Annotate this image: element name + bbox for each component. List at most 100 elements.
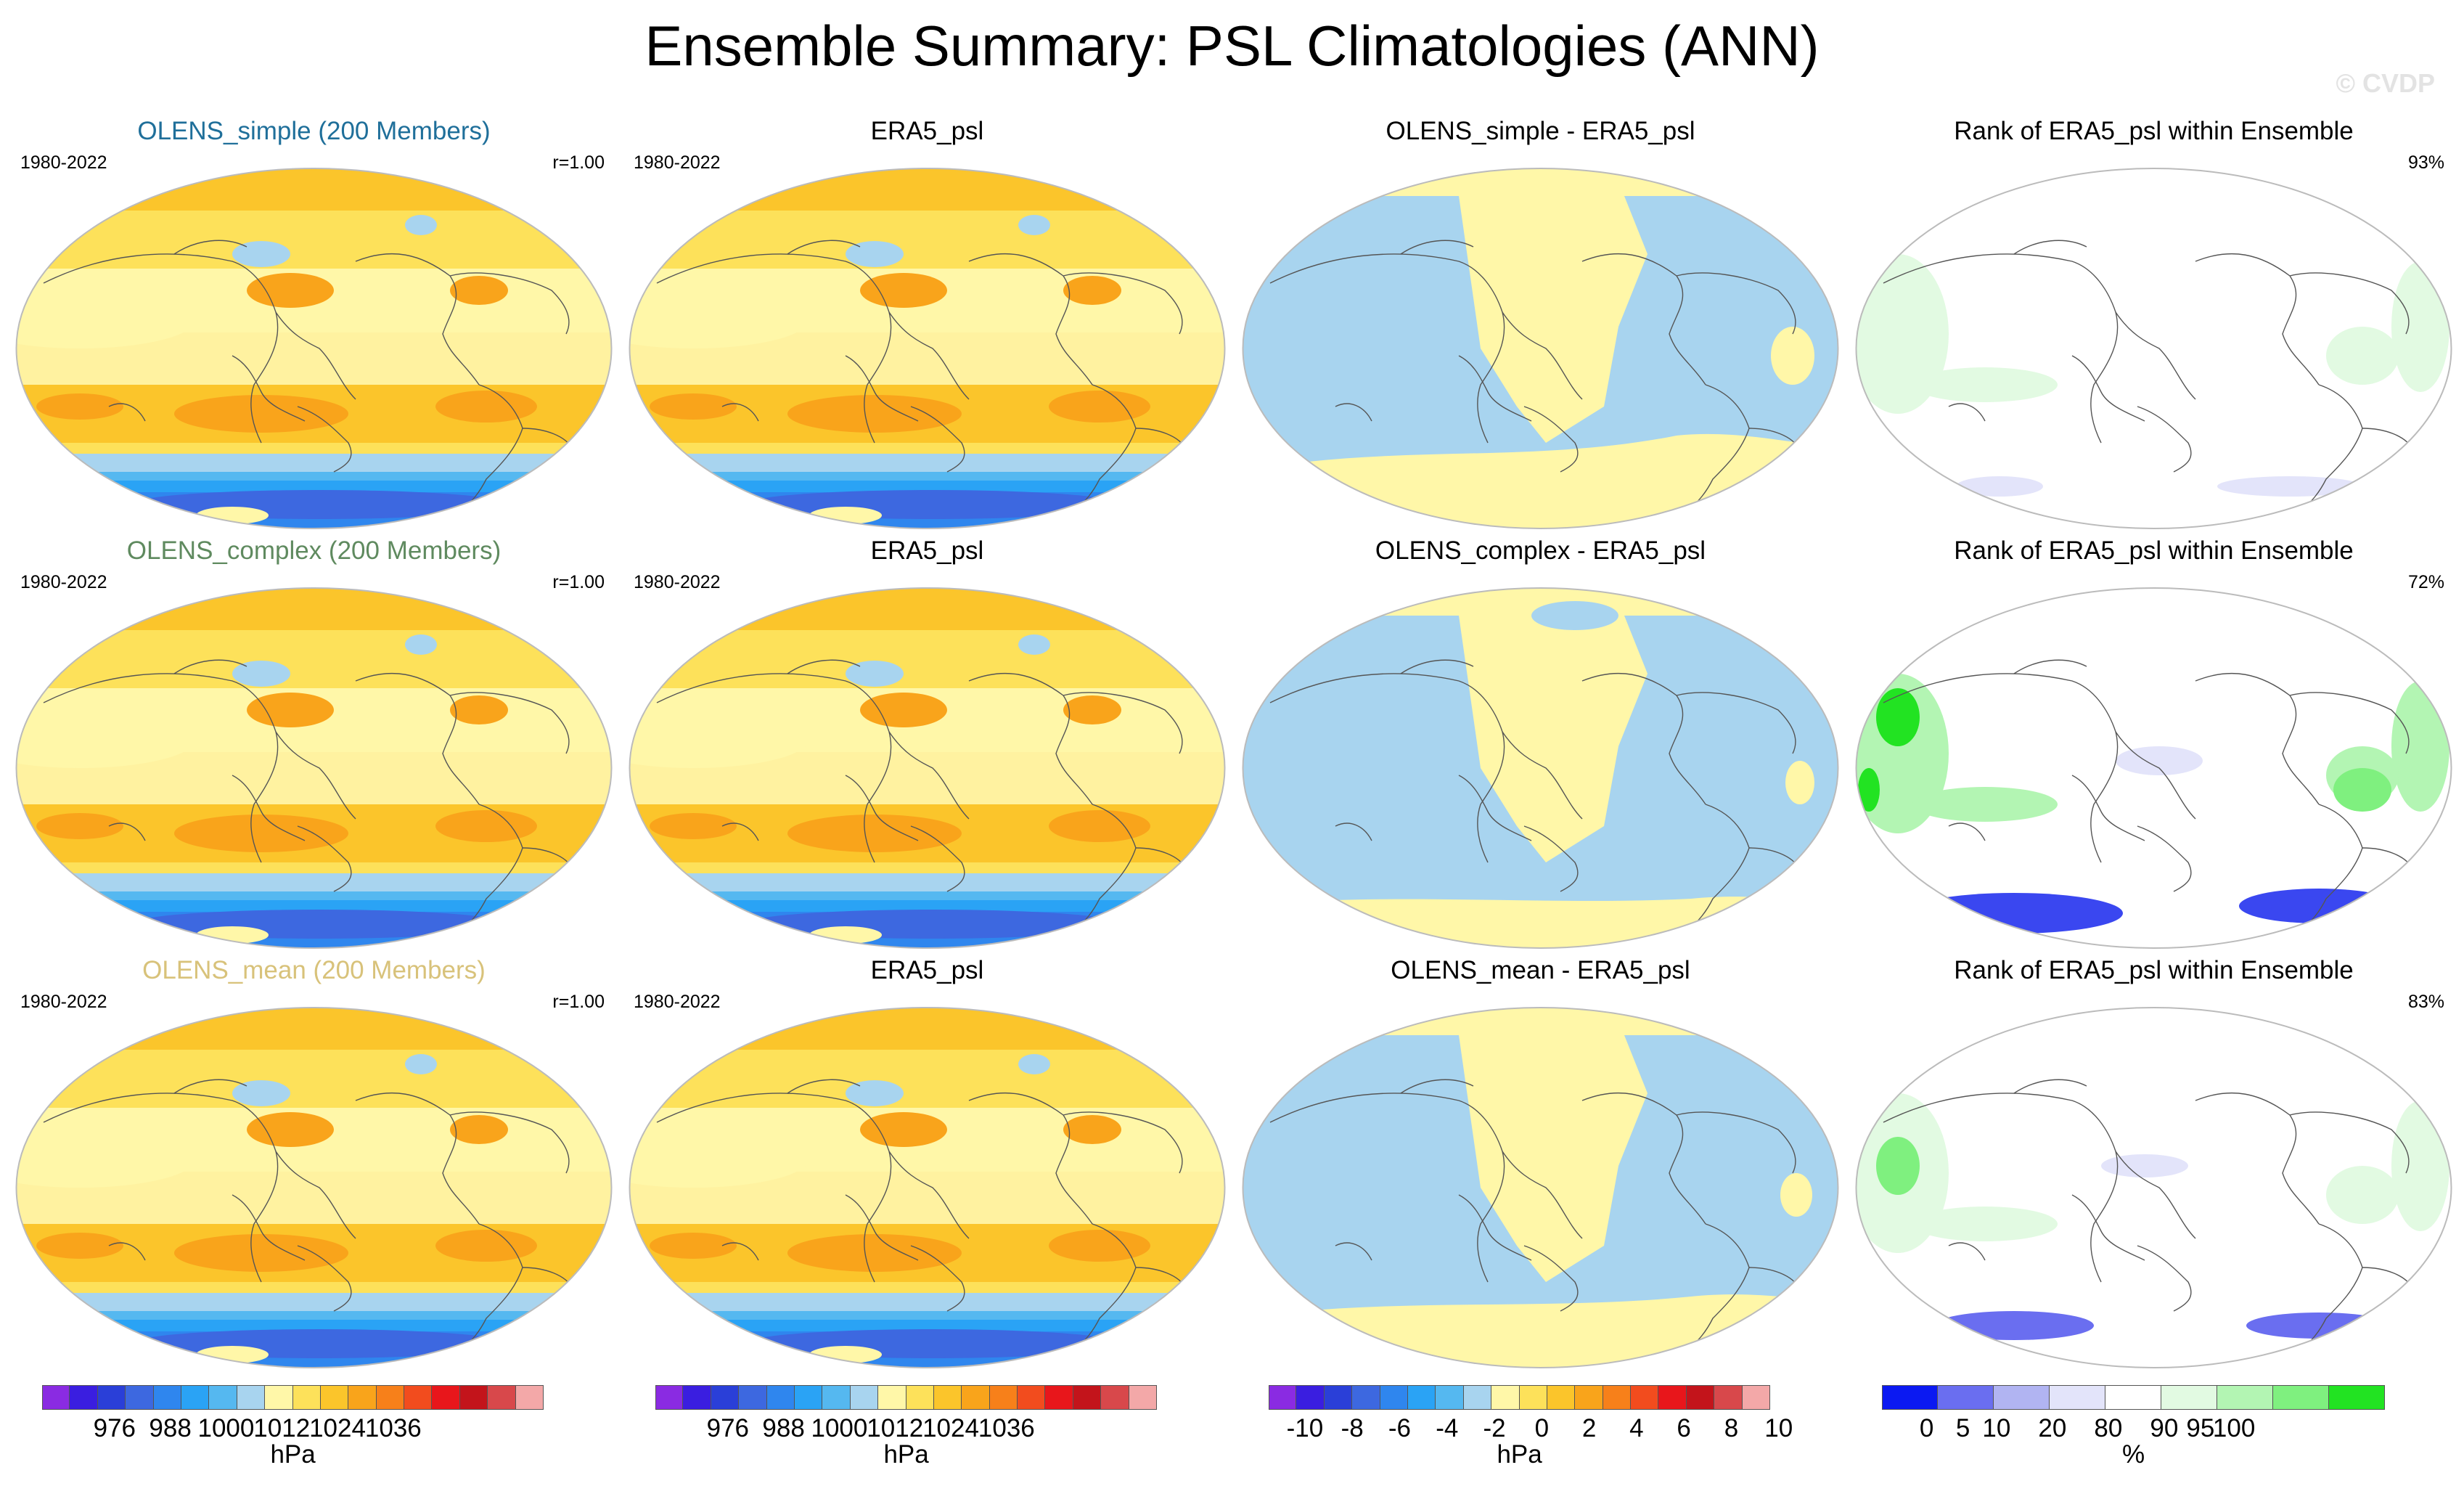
- coastline: [1948, 403, 1986, 422]
- colorbar-tick-label: 10: [1764, 1414, 1793, 1442]
- map-panel-ens: OLENS_complex (200 Members) 1980-2022 r=1.…: [7, 536, 621, 949]
- coastline: [449, 272, 570, 335]
- colorbar-tick-label: 1036: [978, 1414, 1035, 1442]
- colorbar-swatch: [655, 1385, 684, 1410]
- colorbar-swatch: [459, 1385, 488, 1410]
- map-panel-ens: OLENS_mean (200 Members) 1980-2022 r=1.00: [7, 955, 621, 1368]
- colorbar-tick-label: 1000: [197, 1414, 255, 1442]
- coastline: [910, 406, 965, 473]
- map-panel-diff: OLENS_simple - ERA5_psl: [1234, 116, 1847, 529]
- world-map: [15, 168, 613, 529]
- colorbar-tick-label: -10: [1286, 1414, 1324, 1442]
- coastline: [1883, 1093, 2119, 1283]
- panel-title: OLENS_complex (200 Members): [126, 536, 502, 565]
- colorbar-swatch: [766, 1385, 795, 1410]
- coastline: [2304, 804, 2363, 928]
- colorbar-tick-label: 10: [1982, 1414, 2011, 1442]
- coastline: [1502, 311, 1583, 400]
- world-map: [629, 1007, 1226, 1368]
- coastline: [43, 673, 279, 863]
- colorbar-swatch: [1045, 1385, 1073, 1410]
- colorbar-swatch: [1658, 1385, 1687, 1410]
- coastline: [2304, 384, 2363, 509]
- coastline: [275, 1151, 356, 1239]
- coastline: [1581, 672, 1706, 805]
- coastline: [910, 825, 965, 892]
- coastline: [845, 355, 919, 422]
- colorbar-swatch: [1352, 1385, 1380, 1410]
- map-panel-obs: ERA5_psl 1980-2022: [621, 536, 1234, 949]
- coastline: [1676, 692, 1796, 754]
- coastline: [1690, 384, 1750, 509]
- coastline: [275, 731, 356, 820]
- colorbar-swatch: [1324, 1385, 1353, 1410]
- coastline: [1063, 272, 1183, 335]
- colorbar-rank: 0 5 10 20 80 90 95 100%: [1882, 1385, 2448, 1472]
- world-map: [1242, 587, 1839, 949]
- coastline: [2013, 240, 2087, 255]
- panel-title: OLENS_simple - ERA5_psl: [1386, 117, 1695, 145]
- coastline: [1502, 1151, 1583, 1239]
- coastline: [464, 384, 523, 509]
- world-map: [1242, 168, 1839, 529]
- coastline: [2071, 1194, 2145, 1261]
- coastline: [2115, 311, 2196, 400]
- colorbar-tick-label: 988: [762, 1414, 805, 1442]
- colorbar-swatch: [404, 1385, 433, 1410]
- coastline: [355, 672, 480, 805]
- colorbar-swatch: [1436, 1385, 1464, 1410]
- coastline: [1269, 673, 1505, 863]
- coastline: [355, 253, 480, 385]
- coastline: [2137, 406, 2192, 473]
- coastline: [2289, 692, 2410, 754]
- coastline: [1883, 253, 2119, 444]
- colorbar-swatch: [348, 1385, 377, 1410]
- colorbar-swatch: [488, 1385, 516, 1410]
- coastline: [968, 253, 1093, 385]
- coastline: [2137, 825, 2192, 892]
- coastline: [2071, 355, 2145, 422]
- colorbar-swatch: [1407, 1385, 1436, 1410]
- coastline: [297, 1245, 352, 1312]
- coastline: [845, 1194, 919, 1261]
- colorbar-swatch: [237, 1385, 266, 1410]
- colorbar-swatch: [1101, 1385, 1129, 1410]
- colorbar-swatch: [2217, 1385, 2273, 1410]
- coastline: [1948, 822, 1986, 841]
- coastline: [1063, 1111, 1183, 1174]
- colorbar-swatch: [1380, 1385, 1408, 1410]
- panel-title: Rank of ERA5_psl within Ensemble: [1954, 117, 2354, 145]
- coastline: [2195, 1092, 2320, 1225]
- coastline: [464, 1223, 523, 1348]
- coastline: [2195, 672, 2320, 805]
- colorbar-swatch: [1073, 1385, 1102, 1410]
- colorbar-tick-label: 20: [2038, 1414, 2067, 1442]
- colorbar-swatches: [42, 1385, 544, 1410]
- colorbar-unit-label: %: [2121, 1440, 2145, 1469]
- colorbar-tick-label: 1024: [309, 1414, 366, 1442]
- colorbar-swatches: [1882, 1385, 2385, 1410]
- coastline: [1458, 775, 1532, 841]
- colorbar-swatch: [209, 1385, 237, 1410]
- coastline: [1335, 403, 1372, 422]
- coastline: [297, 406, 352, 473]
- coastline: [787, 659, 861, 674]
- coastline: [449, 692, 570, 754]
- colorbar-swatch: [2050, 1385, 2105, 1410]
- colorbar-tick-label: 4: [1629, 1414, 1644, 1442]
- coastline: [108, 403, 146, 422]
- colorbar-tick-label: 976: [93, 1414, 136, 1442]
- map-panel-rank: Rank of ERA5_psl within Ensemble 83%: [1847, 955, 2460, 1368]
- colorbar-unit-label: hPa: [883, 1440, 929, 1469]
- colorbar-swatch: [1882, 1385, 1938, 1410]
- colorbar-tick-label: 80: [2094, 1414, 2123, 1442]
- coastline: [1063, 692, 1183, 754]
- coastline: [355, 1092, 480, 1225]
- coastline: [1676, 1111, 1796, 1174]
- coastline: [173, 240, 247, 255]
- colorbar-swatch: [181, 1385, 210, 1410]
- colorbar-swatch: [1938, 1385, 1994, 1410]
- coastline: [2115, 1151, 2196, 1239]
- rank-percent-label: 72%: [2407, 572, 2444, 592]
- colorbar-tick-label: 95: [2186, 1414, 2215, 1442]
